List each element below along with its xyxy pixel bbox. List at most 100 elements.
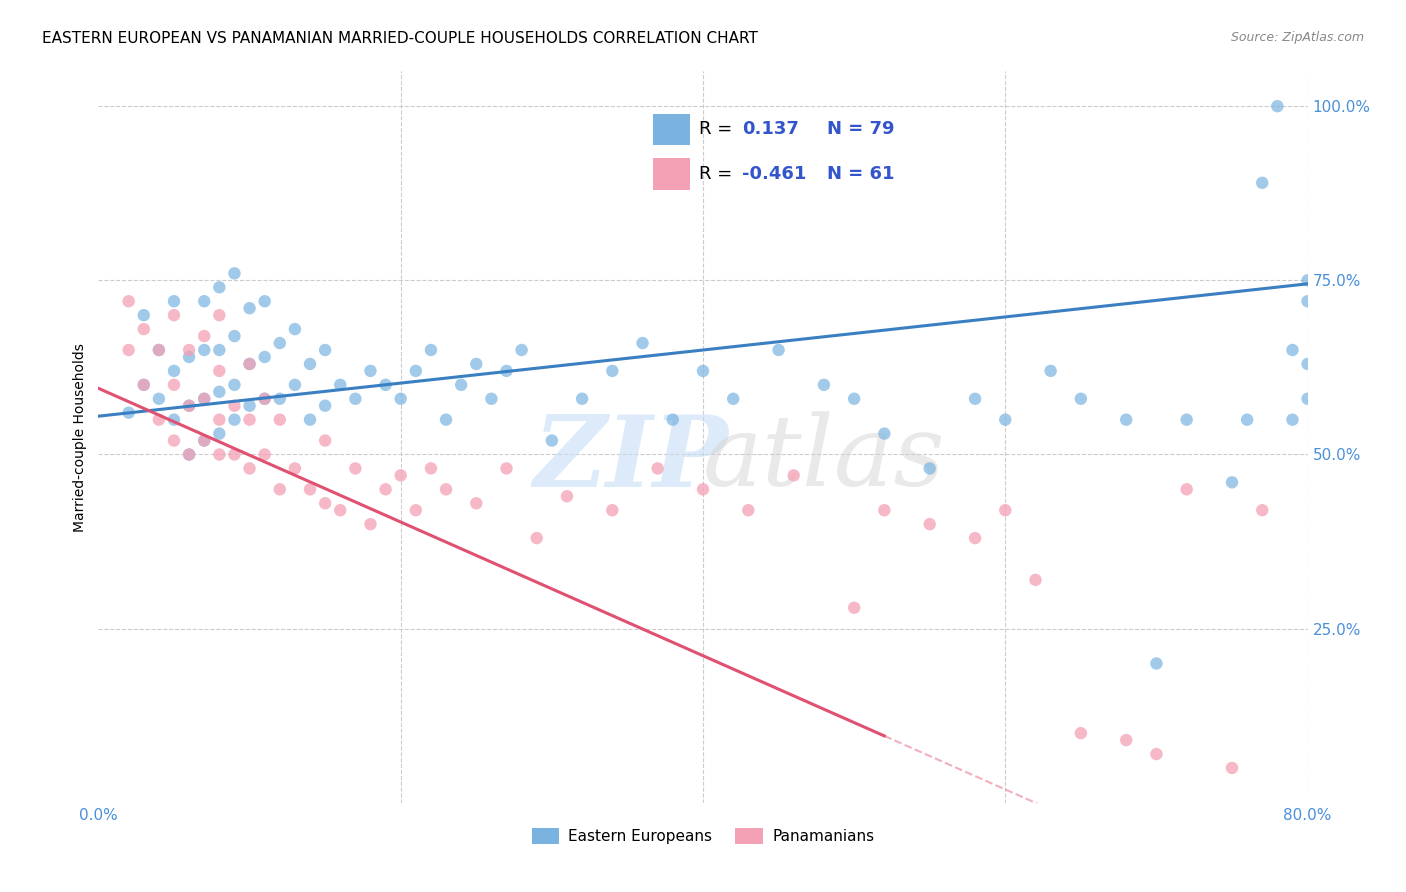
Point (299, 412, 322, 426)
Point (768, 343, 790, 357)
Point (284, 377, 307, 392)
Text: -0.461: -0.461 (742, 165, 806, 183)
Point (253, 392, 276, 406)
Point (994, 503, 1017, 517)
Point (360, 364, 382, 378)
Point (132, 308, 155, 322)
Point (179, 399, 201, 413)
Point (163, 308, 186, 322)
Point (329, 503, 352, 517)
Point (314, 434, 336, 448)
Point (253, 448, 276, 462)
Point (1236, 412, 1258, 426)
Point (224, 377, 246, 392)
Point (163, 377, 186, 392)
Point (510, 343, 533, 357)
Point (208, 343, 231, 357)
Point (434, 412, 457, 426)
Point (269, 392, 291, 406)
Point (631, 336, 654, 351)
Text: R =: R = (699, 165, 738, 183)
Point (873, 426, 896, 441)
Point (1024, 573, 1046, 587)
Point (465, 357, 488, 371)
Point (163, 364, 186, 378)
Point (208, 412, 231, 426)
Point (1296, 357, 1319, 371)
Point (193, 392, 215, 406)
Point (783, 468, 806, 483)
Point (148, 412, 170, 426)
Point (208, 426, 231, 441)
Point (118, 343, 141, 357)
Point (314, 496, 336, 510)
Point (1144, 657, 1167, 671)
Point (132, 322, 155, 336)
Point (193, 392, 215, 406)
Point (723, 392, 745, 406)
Point (526, 531, 548, 545)
Legend: Eastern Europeans, Panamanians: Eastern Europeans, Panamanians (526, 822, 880, 850)
Point (1115, 733, 1137, 747)
Point (1144, 747, 1167, 761)
Text: ZIP: ZIP (533, 411, 728, 508)
Point (1267, 99, 1289, 113)
Point (1175, 483, 1198, 497)
Point (540, 434, 562, 448)
Point (495, 461, 517, 475)
Point (224, 329, 246, 343)
Point (360, 517, 382, 532)
Text: N = 79: N = 79 (827, 120, 894, 138)
Point (737, 503, 759, 517)
Point (239, 301, 262, 316)
Point (389, 468, 412, 483)
Point (224, 412, 246, 426)
Point (844, 600, 866, 615)
Point (434, 483, 457, 497)
Point (1039, 364, 1062, 378)
Point (179, 448, 201, 462)
Point (253, 350, 276, 364)
Bar (654, 114, 690, 145)
Point (239, 399, 262, 413)
Point (193, 343, 215, 357)
Point (224, 448, 246, 462)
Point (163, 434, 186, 448)
Point (148, 392, 170, 406)
Point (420, 343, 443, 357)
Point (208, 308, 231, 322)
Point (813, 377, 835, 392)
Point (602, 364, 624, 378)
Point (1251, 503, 1274, 517)
Text: R =: R = (699, 120, 738, 138)
Point (269, 336, 291, 351)
Point (208, 364, 231, 378)
Point (873, 503, 896, 517)
Point (405, 364, 427, 378)
Point (495, 364, 517, 378)
Point (420, 461, 443, 475)
Point (148, 343, 170, 357)
Text: 0.137: 0.137 (742, 120, 799, 138)
Point (208, 448, 231, 462)
Point (994, 412, 1017, 426)
Point (965, 392, 987, 406)
Point (692, 364, 714, 378)
Text: atlas: atlas (703, 411, 945, 507)
Point (1220, 475, 1243, 490)
Point (163, 294, 186, 309)
Point (269, 483, 291, 497)
Point (389, 392, 412, 406)
Point (314, 399, 336, 413)
Point (344, 392, 367, 406)
Point (1281, 412, 1303, 426)
Point (571, 392, 593, 406)
Point (1175, 412, 1198, 426)
Point (465, 496, 488, 510)
Point (844, 392, 866, 406)
Point (1070, 726, 1092, 740)
Point (193, 329, 215, 343)
Point (450, 377, 472, 392)
Point (269, 412, 291, 426)
Point (1296, 273, 1319, 287)
